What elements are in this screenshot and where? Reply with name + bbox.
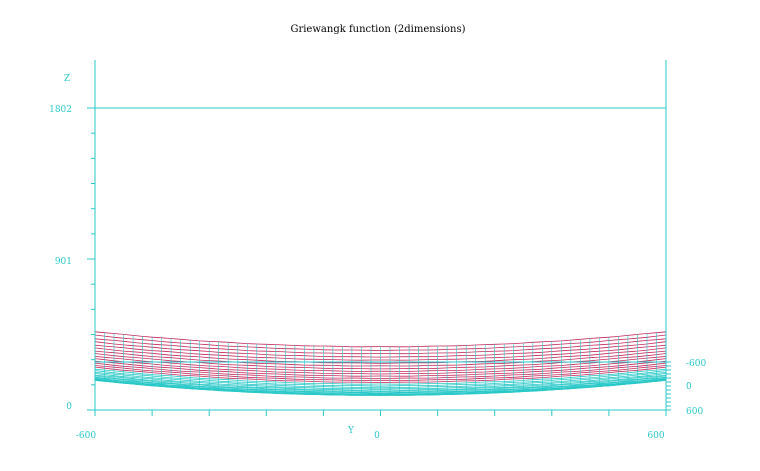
z-tick-label-mid: 901 [55,257,72,267]
y-tick-label-min: -600 [686,359,706,369]
y-tick-label-mid: 0 [686,382,692,392]
x-tick-label-max: 600 [647,431,664,441]
surface-mesh [94,331,667,396]
x-tick-label-min: -600 [76,431,96,441]
axes-frame [87,60,671,416]
y-tick-label-max: 600 [686,407,703,417]
z-tick-label-max: 1802 [49,105,72,115]
y-axis-label: Y [347,426,355,436]
z-axis-label: Z [64,74,70,84]
chart-title: Griewangk function (2dimensions) [290,24,465,35]
x-tick-label-mid: 0 [374,431,380,441]
z-tick-label-min: 0 [66,402,72,412]
